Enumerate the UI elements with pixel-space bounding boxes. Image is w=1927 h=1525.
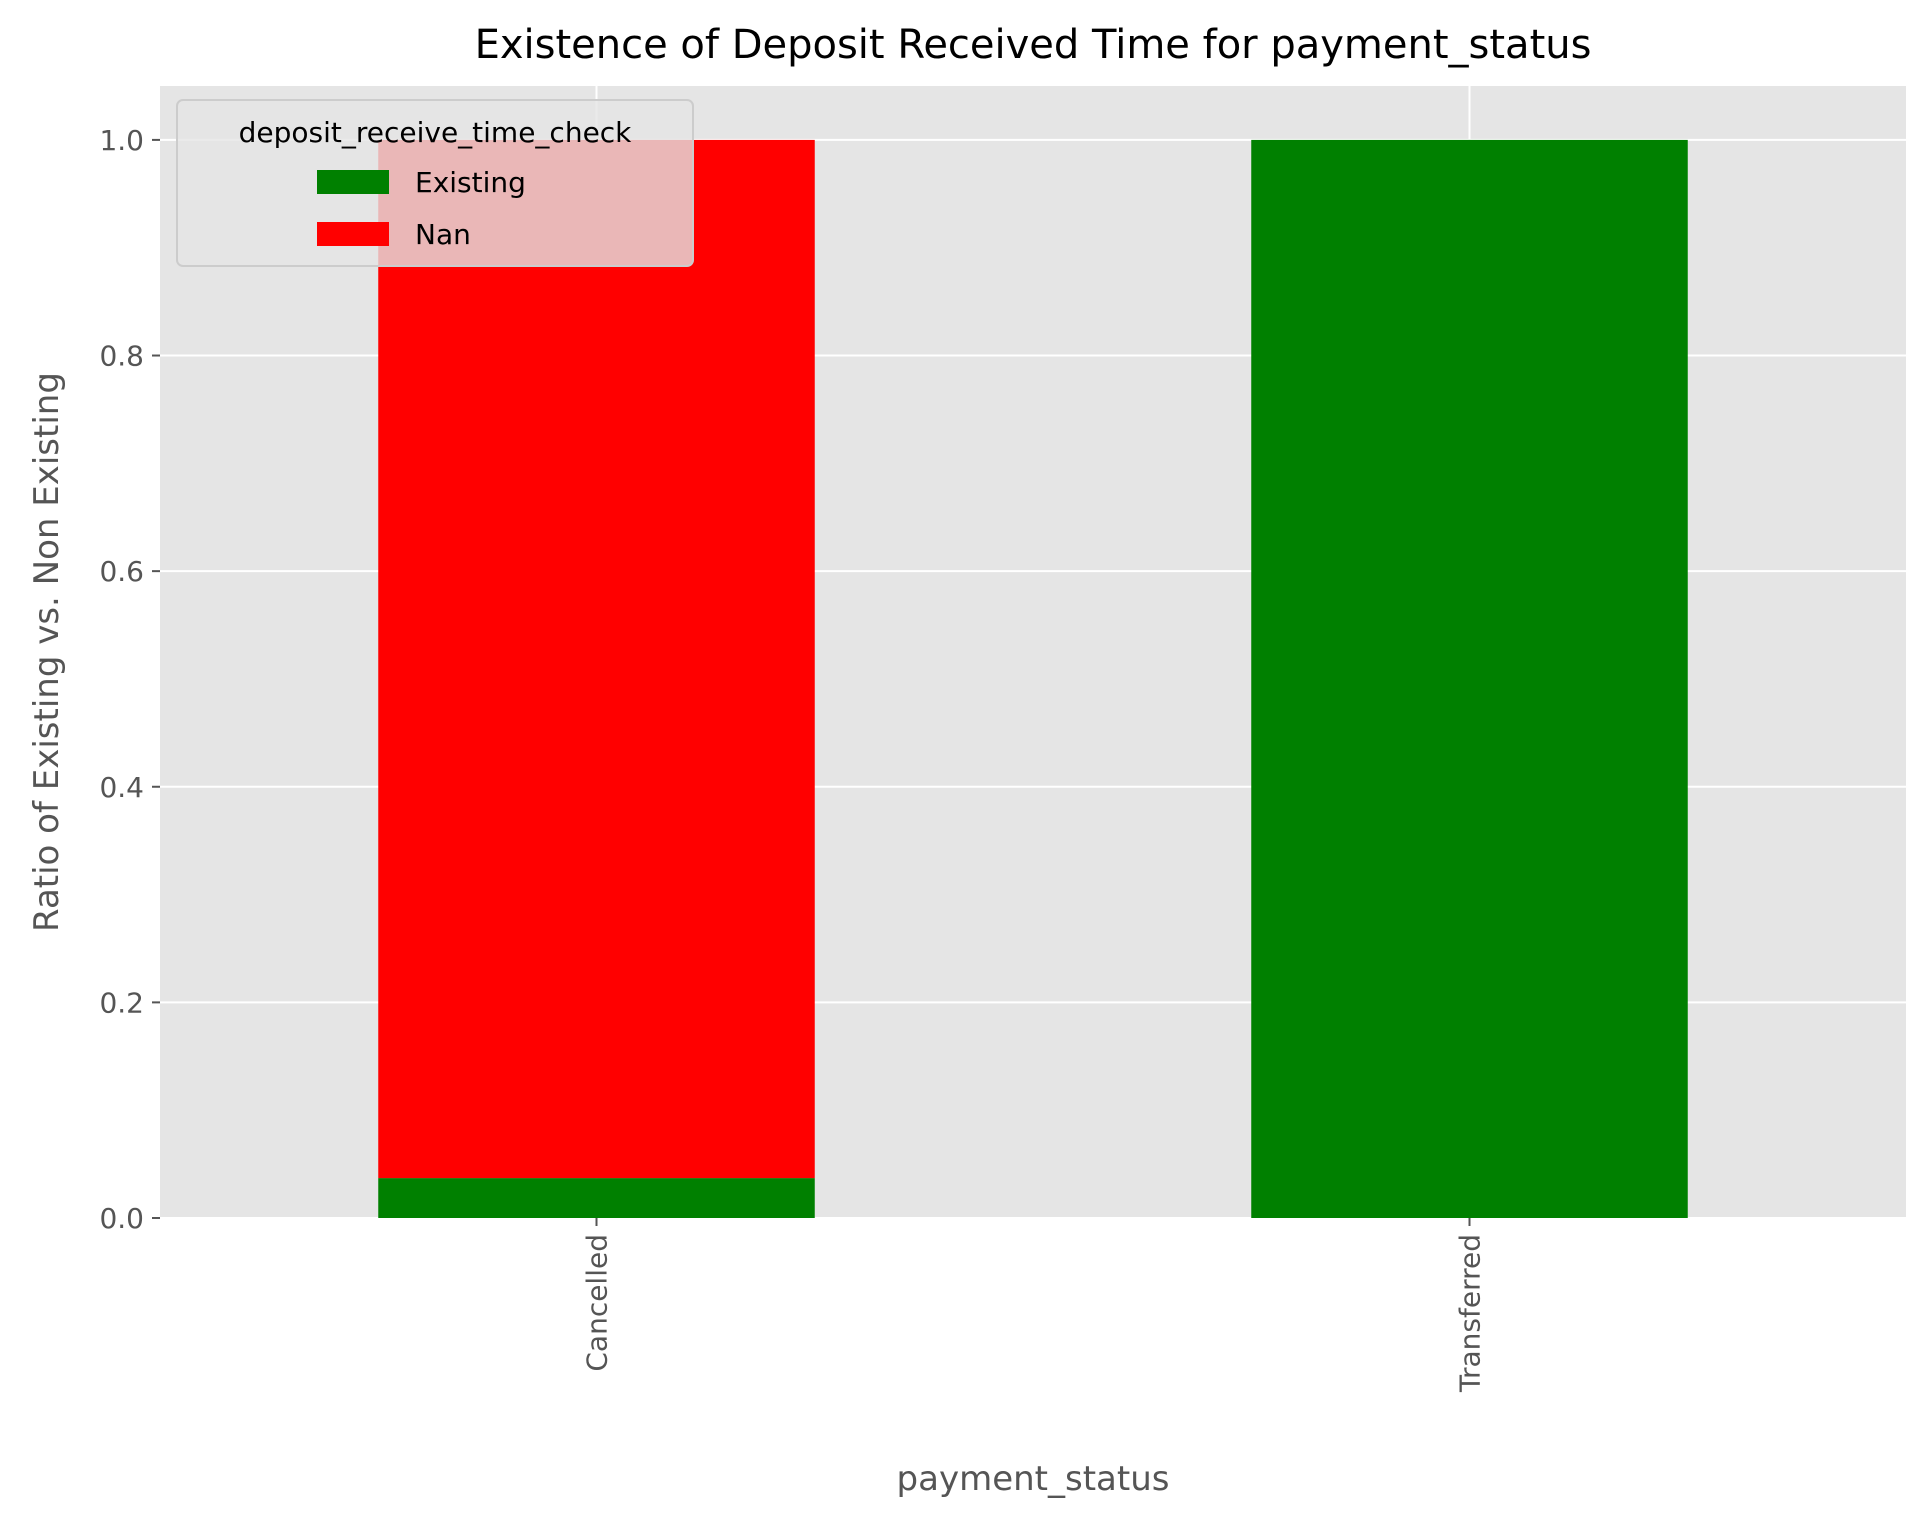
x-axis-label: payment_status — [897, 1459, 1170, 1499]
y-tick-label: 0.6 — [99, 555, 144, 588]
legend-swatch-nan — [317, 222, 389, 246]
bar-existing-transferred — [1251, 139, 1688, 1218]
chart-title: Existence of Deposit Received Time for p… — [475, 22, 1592, 68]
axes: 0.0 0.2 0.4 0.6 0.8 1.0 Cancelled Transferred — [99, 124, 1486, 1393]
legend-box — [176, 99, 694, 267]
y-tick-label: 0.2 — [99, 986, 144, 1019]
x-tick-label: Cancelled — [581, 1234, 614, 1372]
y-axis-label: Ratio of Existing vs. Non Existing — [27, 372, 67, 932]
bar-existing-cancelled — [378, 1178, 815, 1218]
y-tick-label: 0.4 — [99, 771, 144, 804]
legend-title: deposit_receive_time_check — [239, 116, 633, 149]
legend: deposit_receive_time_check Existing Nan — [176, 99, 694, 267]
legend-label-existing: Existing — [415, 166, 526, 199]
y-tick-label: 0.0 — [99, 1202, 144, 1235]
bar-nan-cancelled — [378, 139, 815, 1179]
legend-label-nan: Nan — [415, 218, 471, 251]
x-tick-label: Transferred — [1454, 1234, 1487, 1393]
legend-swatch-existing — [317, 170, 389, 194]
bars — [378, 139, 1688, 1218]
legend-entries: Existing Nan — [317, 166, 526, 251]
y-tick-label: 1.0 — [99, 124, 144, 157]
y-tick-label: 0.8 — [99, 340, 144, 373]
